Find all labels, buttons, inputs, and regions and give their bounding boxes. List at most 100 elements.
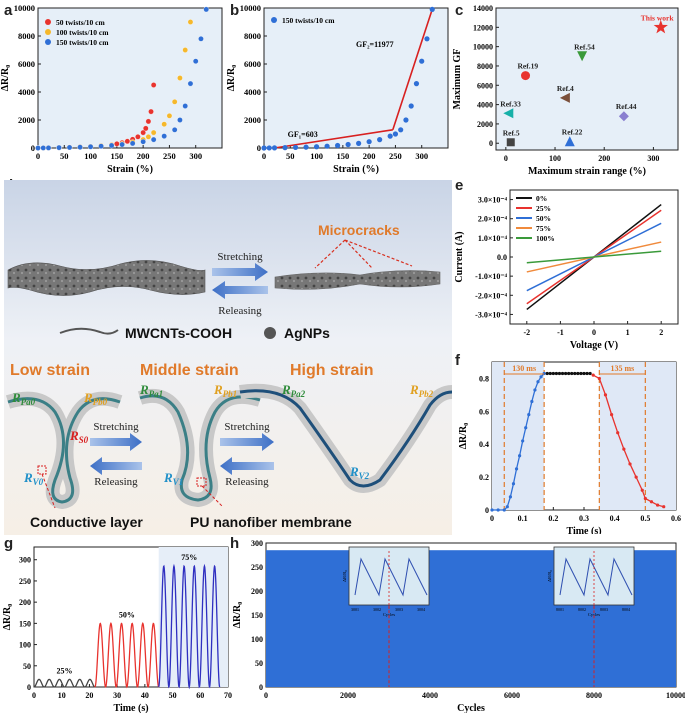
data-point: [527, 413, 531, 417]
inset-ylabel: ΔR/R₀: [342, 570, 347, 582]
inset-xlabel: Cycles: [383, 612, 395, 617]
data-point: [313, 144, 320, 150]
y-tick-label: 150: [19, 619, 31, 628]
data-point: [150, 129, 157, 136]
point-label: Ref.33: [500, 99, 521, 108]
data-point: [303, 144, 309, 150]
legend-label: 50 twists/10 cm: [56, 18, 105, 27]
stretching-arrow-1: [90, 433, 142, 451]
data-point: [145, 118, 152, 125]
data-point: [511, 482, 516, 486]
x-tick-label: 60: [196, 691, 204, 700]
y-axis-label: Maximum GF: [452, 49, 463, 110]
annotation-75%: 75%: [181, 553, 197, 562]
data-point: [424, 36, 430, 42]
plot-background: [264, 8, 448, 148]
annotation-130ms: 130 ms: [512, 364, 536, 373]
data-point: [145, 134, 152, 140]
data-point: [108, 142, 115, 149]
y-axis-label: ΔR/R₀: [458, 423, 469, 450]
y-tick-label: 6000: [244, 59, 261, 69]
x-tick-label: 100: [84, 151, 97, 161]
mwcnt-icon: [59, 327, 119, 335]
data-point: [171, 99, 178, 105]
data-point: [161, 121, 167, 127]
data-point: [35, 145, 41, 151]
data-point: [539, 375, 543, 379]
releasing-arrow-2: [220, 457, 274, 475]
x-tick-label: 0.1: [518, 514, 528, 523]
plot-frame: [37, 7, 223, 149]
releasing-arrow-top: [212, 281, 268, 299]
data-point: [628, 462, 632, 466]
x-tick-label: 200: [137, 151, 150, 161]
data-point: [521, 439, 525, 443]
x-tick-label: 40: [141, 691, 149, 700]
data-point: [98, 143, 104, 149]
y-axis-label: ΔR/R₀: [0, 65, 11, 92]
data-point: [345, 141, 351, 148]
legend-label: 100 twists/10 cm: [56, 28, 109, 37]
legend-label: 150 twists/10 cm: [282, 16, 335, 25]
data-point: [182, 103, 188, 109]
data-point: [377, 137, 383, 143]
callout-line-1: [41, 473, 56, 509]
x-tick-label: 1: [626, 328, 630, 337]
data-point: [536, 380, 540, 384]
x-tick-label: 0: [490, 514, 494, 523]
chart-b: 0 50 100 150 200 250 300 0 2000 4000 6000 8000 10000…: [226, 3, 449, 175]
plot-frame: [263, 7, 449, 149]
x-tick-label: 0: [262, 151, 266, 161]
x-tick-label: 0: [32, 691, 36, 700]
data-point: [282, 145, 288, 151]
x-tick-label: 2000: [340, 691, 356, 700]
stretching-label-top: Stretching: [217, 251, 263, 263]
data-point: [119, 141, 125, 148]
y-tick-label: 14000: [473, 4, 493, 13]
data-point: [335, 142, 341, 149]
plot-frame: [495, 7, 679, 151]
y-tick-label: 250: [251, 563, 263, 572]
callout-box-2: [196, 477, 207, 487]
legend-marker: [271, 17, 277, 23]
legend-marker: [45, 39, 51, 45]
y-tick-label: 6000: [18, 59, 35, 69]
data-point: [143, 125, 149, 132]
y-tick-label: 0.6: [479, 407, 489, 416]
inset-xlabel: Cycles: [588, 612, 600, 617]
data-point: [490, 508, 494, 512]
data-point: [567, 371, 571, 376]
data-point: [261, 145, 267, 151]
data-point: [505, 505, 509, 509]
legend-label: 0%: [536, 194, 547, 203]
y-tick-label: 50: [23, 662, 31, 671]
x-tick-label: 200: [598, 154, 610, 163]
data-point: [266, 145, 272, 151]
x-tick-label: 100: [310, 151, 323, 161]
y-tick-label: 0: [489, 139, 493, 148]
data-point: [392, 131, 399, 137]
pu-membrane-label: PU nanofiber membrane: [190, 514, 352, 530]
x-tick-label: 0: [504, 154, 508, 163]
data-point: [429, 6, 435, 12]
data-point: [554, 371, 558, 376]
releasing-arrow-1: [90, 457, 142, 475]
data-point: [597, 376, 601, 381]
point-label: Ref.44: [616, 102, 637, 111]
x-tick-label: 200: [363, 151, 376, 161]
data-point: [591, 373, 595, 377]
x-tick-label: 150: [110, 151, 123, 161]
unstretched-yarn: [7, 260, 206, 296]
y-tick-label: 200: [251, 587, 263, 596]
data-point: [150, 82, 157, 88]
chart-f: 0 0.1 0.2 0.3 0.4 0.5 0.6 0 0.2 0.4 0.6 0.8 Time (s)…: [458, 361, 681, 534]
fall-region: [599, 362, 676, 510]
data-point: [40, 145, 47, 151]
data-point: [530, 399, 534, 404]
data-point: [198, 36, 204, 42]
inset-tick: 3002: [373, 607, 381, 612]
x-tick-label: 0: [592, 328, 596, 337]
data-point: [560, 371, 565, 376]
y-tick-label: 0: [31, 143, 35, 153]
data-point: [271, 145, 278, 151]
